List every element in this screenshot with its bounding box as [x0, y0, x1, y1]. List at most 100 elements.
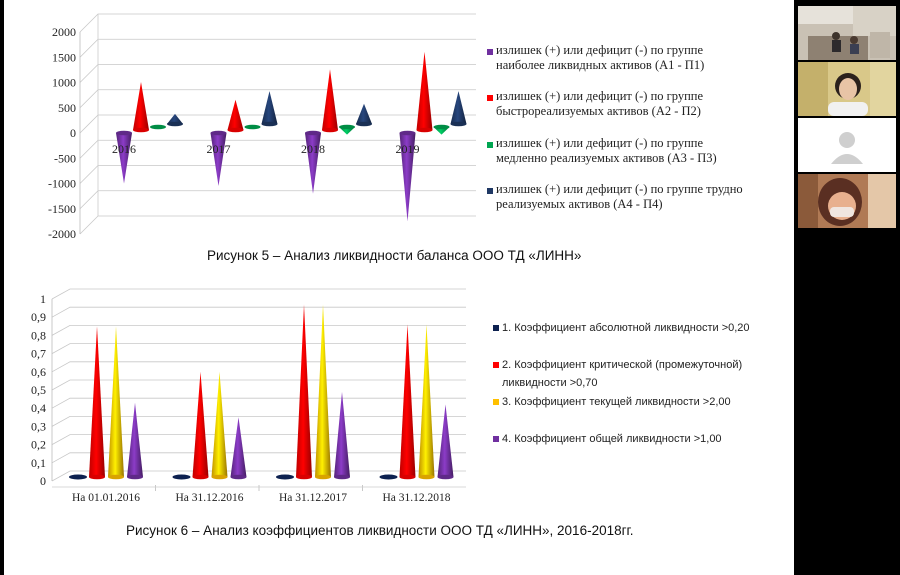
y-axis-ticks: 1 0,9 0,8 0,7 0,6 0,5 0,4 0,3 0,2 0,1 0 [31, 288, 466, 488]
y-tick-label: -2000 [48, 227, 76, 241]
gridline [51, 343, 466, 354]
chart-cone [230, 417, 247, 480]
y-tick-label: 0,9 [31, 310, 46, 324]
legend-swatch [487, 95, 493, 101]
y-tick-label: 500 [58, 101, 76, 115]
chart-cone [210, 130, 227, 187]
legend-swatch [487, 188, 493, 194]
y-tick-label: 0,6 [31, 365, 46, 379]
chart-cone [69, 474, 87, 480]
chart-cone [276, 474, 294, 480]
gridline [51, 397, 466, 409]
legend-swatch [493, 436, 499, 442]
legend-item: 4. Коэффициент общей ликвидности >1,00 [493, 430, 752, 448]
gridline [51, 470, 466, 482]
x-category-label: 2019 [396, 142, 420, 156]
chart-cone [244, 124, 261, 130]
participant-video-woman [798, 62, 896, 116]
chart-cone [339, 124, 355, 135]
participant-tile[interactable] [798, 118, 896, 172]
y-tick-label: 1500 [52, 50, 76, 64]
gridline [79, 215, 476, 235]
legend-item: 3. Коэффициент текущей ликвидности >2,00 [493, 393, 752, 411]
legend-swatch [487, 49, 493, 55]
chart-cone [116, 130, 132, 184]
y-tick-label: 1000 [52, 76, 76, 90]
gridline [51, 434, 466, 445]
y-tick-label: 2000 [52, 25, 76, 39]
legend-label: 1. Коэффициент абсолютной ликвидности >0… [502, 322, 750, 334]
chart-cone [261, 91, 278, 127]
participant-video-classroom [798, 6, 896, 60]
y-tick-label: 0,7 [31, 347, 46, 361]
chart-cone [334, 391, 350, 480]
chart-cone [433, 124, 450, 135]
x-category-label: На 31.12.2016 [175, 492, 243, 504]
chart-cone [379, 474, 398, 480]
gridline [51, 325, 466, 336]
legend-item: 2. Коэффициент критической (промежуточно… [493, 356, 752, 392]
participant-tile[interactable] [798, 62, 896, 116]
x-category-label: На 01.01.2016 [72, 492, 140, 504]
y-tick-label: 0,2 [31, 438, 46, 452]
chart-cone [89, 326, 105, 480]
chart-cone [399, 324, 416, 480]
participant-video-masked [798, 174, 896, 228]
chart-cone [322, 69, 338, 133]
chart-cone [450, 91, 467, 127]
legend-item: излишек (+) или дефицит (-) по группе на… [487, 43, 746, 73]
chart-cone [296, 304, 312, 480]
legend-label: излишек (+) или дефицит (-) по группе тр… [496, 182, 743, 211]
y-tick-label: 0,3 [31, 419, 46, 433]
legend-swatch [493, 362, 499, 368]
gridline [51, 306, 466, 318]
participant-tile[interactable] [798, 6, 896, 60]
y-tick-label: 0,8 [31, 328, 46, 342]
y-tick-label: 0,4 [31, 401, 46, 415]
legend-label: 2. Коэффициент критической (промежуточно… [502, 359, 743, 389]
gridline [51, 379, 466, 391]
chart-cone [172, 474, 191, 480]
chart-cone [108, 326, 124, 480]
y-tick-label: -500 [54, 151, 76, 165]
y-tick-label: -1000 [48, 177, 76, 191]
legend-item: излишек (+) или дефицит (-) по группе ме… [487, 136, 746, 166]
chart-liquidity-ratios: 1 0,9 0,8 0,7 0,6 0,5 0,4 0,3 0,2 0,1 0 На 01.01.20… [31, 288, 466, 504]
chart-cone [227, 99, 244, 133]
legend-label: 4. Коэффициент общей ликвидности >1,00 [502, 433, 722, 445]
y-axis-ticks: 2000 1500 1000 500 0 -500 -1000 -1500 -2000 [48, 13, 476, 241]
chart-cone [192, 371, 209, 480]
legend-item: излишек (+) или дефицит (-) по группе бы… [487, 89, 746, 119]
legend-label: излишек (+) или дефицит (-) по группе на… [496, 43, 705, 72]
chart2-legend: 1. Коэффициент абсолютной ликвидности >0… [493, 319, 762, 469]
legend-label: излишек (+) или дефицит (-) по группе ме… [496, 136, 717, 165]
legend-swatch [493, 325, 499, 331]
legend-swatch [493, 399, 499, 405]
chart1-caption: Рисунок 5 – Анализ ликвидности баланса О… [207, 248, 582, 263]
chart-cone [356, 103, 372, 127]
chart-cone [437, 404, 454, 480]
chart-cone [167, 113, 183, 127]
y-tick-label: 0 [70, 126, 76, 140]
chart-cone [127, 402, 143, 480]
gridline [79, 13, 476, 33]
y-tick-label: 0,5 [31, 383, 46, 397]
gridline [51, 415, 466, 427]
x-category-label: 2018 [301, 142, 325, 156]
x-category-label: На 31.12.2018 [382, 492, 450, 504]
y-tick-label: 0 [40, 474, 46, 488]
gridline [79, 190, 476, 210]
chart1-legend: излишек (+) или дефицит (-) по группе на… [487, 43, 756, 218]
chart-cone [418, 324, 435, 480]
participant-tile[interactable] [798, 174, 896, 228]
gridline [51, 288, 466, 300]
chart-cone [315, 304, 331, 480]
gridline [79, 38, 476, 58]
legend-swatch [487, 142, 493, 148]
x-category-label: 2016 [112, 142, 136, 156]
chart-cone [305, 130, 321, 194]
gridline [79, 64, 476, 83]
x-category-label: На 31.12.2017 [279, 492, 347, 504]
gridline [51, 361, 466, 373]
default-avatar-icon [798, 118, 896, 172]
